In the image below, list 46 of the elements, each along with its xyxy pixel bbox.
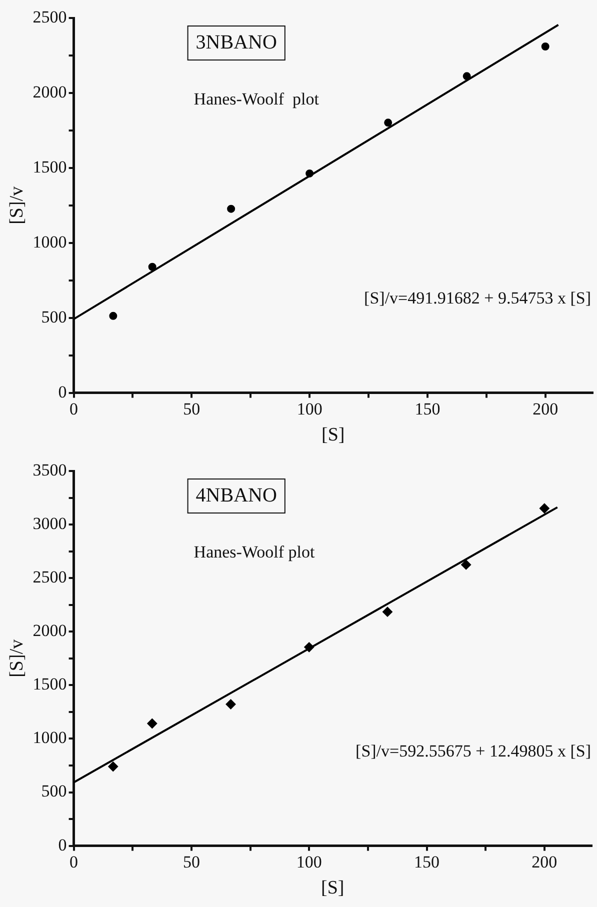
point xyxy=(304,642,314,652)
annotation: [S]/v=592.55675 + 12.49805 x [S] xyxy=(356,742,591,761)
annotation: Hanes-Woolf plot xyxy=(194,542,315,562)
x-tick-label: 150 xyxy=(414,852,440,872)
y-tick-label: 2500 xyxy=(32,7,67,26)
y-tick-label: 2000 xyxy=(32,621,67,640)
y-tick-label: 0 xyxy=(58,835,67,854)
text: 4NBANO xyxy=(196,484,277,506)
annotation: Hanes-Woolf plot xyxy=(194,89,320,108)
point xyxy=(384,118,392,127)
y-tick-label: 3500 xyxy=(32,460,67,480)
x-tick-label: 150 xyxy=(414,399,440,418)
x-tick-label: 100 xyxy=(296,399,322,418)
point xyxy=(227,204,236,213)
x-axis-title: [S] xyxy=(322,424,345,446)
y-axis-title: [S]/v xyxy=(6,186,28,224)
point xyxy=(147,718,158,729)
text: 3NBANO xyxy=(196,31,277,54)
x-axis-title: [S] xyxy=(321,878,344,899)
y-tick-label: 1500 xyxy=(32,157,67,176)
y-tick-label: 2500 xyxy=(32,568,67,587)
point xyxy=(541,42,550,50)
y-tick-label: 3000 xyxy=(32,514,67,534)
x-tick-label: 50 xyxy=(183,399,200,418)
annotation: [S]/v=491.91682 + 9.54753 x [S] xyxy=(364,288,591,308)
point xyxy=(306,169,314,178)
y-tick-label: 500 xyxy=(41,307,67,326)
point xyxy=(539,503,550,514)
point xyxy=(109,312,118,320)
y-tick-label: 500 xyxy=(41,782,67,801)
x-tick-label: 100 xyxy=(296,852,322,872)
y-tick-label: 1500 xyxy=(32,674,67,694)
point xyxy=(382,606,392,617)
y-tick-label: 1000 xyxy=(32,728,67,748)
x-tick-label: 200 xyxy=(532,852,558,872)
y-tick-label: 0 xyxy=(58,382,67,402)
point xyxy=(148,262,156,271)
x-tick-label: 50 xyxy=(182,852,200,872)
point xyxy=(461,560,472,570)
x-tick-label: 200 xyxy=(532,399,558,418)
point xyxy=(462,72,471,80)
point xyxy=(108,762,118,772)
y-axis-title: [S]/v xyxy=(6,638,28,678)
y-tick-label: 1000 xyxy=(32,232,67,252)
y-tick-label: 2000 xyxy=(32,82,67,102)
point xyxy=(226,699,236,710)
